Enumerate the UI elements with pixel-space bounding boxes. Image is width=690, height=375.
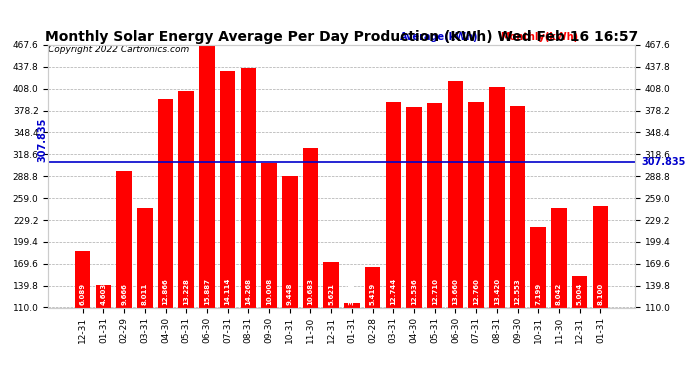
Text: 13.420: 13.420 <box>494 278 500 305</box>
Text: 7.199: 7.199 <box>535 283 541 305</box>
Bar <box>179 91 194 308</box>
Text: 6.089: 6.089 <box>80 283 86 305</box>
Text: 10.008: 10.008 <box>266 278 272 305</box>
Bar <box>220 71 235 308</box>
Text: 12.744: 12.744 <box>391 278 396 305</box>
Text: 8.100: 8.100 <box>598 283 603 305</box>
Bar <box>427 103 442 308</box>
Bar <box>282 176 297 308</box>
Text: 12.536: 12.536 <box>411 279 417 305</box>
Bar <box>137 208 152 308</box>
Text: 13.660: 13.660 <box>453 278 458 305</box>
Text: 12.553: 12.553 <box>515 279 520 305</box>
Bar <box>448 81 463 308</box>
Bar <box>75 252 90 308</box>
Text: 15.887: 15.887 <box>204 278 210 305</box>
Text: 14.114: 14.114 <box>225 278 230 305</box>
Text: 10.683: 10.683 <box>308 278 313 305</box>
Bar <box>489 87 504 308</box>
Text: 4.603: 4.603 <box>101 283 106 305</box>
Text: Copyright 2022 Cartronics.com: Copyright 2022 Cartronics.com <box>48 45 190 54</box>
Text: 13.228: 13.228 <box>184 278 189 305</box>
Text: Average(kWh): Average(kWh) <box>400 32 479 42</box>
Bar <box>241 68 256 308</box>
Bar <box>551 208 566 308</box>
Bar <box>344 303 359 307</box>
Text: 3.774: 3.774 <box>349 283 355 305</box>
Bar <box>262 164 277 308</box>
Bar <box>386 102 401 308</box>
Text: 8.011: 8.011 <box>142 283 148 305</box>
Text: 8.042: 8.042 <box>556 283 562 305</box>
Text: 5.419: 5.419 <box>370 283 375 305</box>
Text: 14.268: 14.268 <box>246 278 251 305</box>
Bar <box>469 102 484 308</box>
Bar <box>365 267 380 308</box>
Text: 5.004: 5.004 <box>577 283 582 305</box>
Bar <box>117 171 132 308</box>
Text: 307.835: 307.835 <box>642 157 686 167</box>
Text: 9.448: 9.448 <box>287 283 293 305</box>
Title: Monthly Solar Energy Average Per Day Production (KWh) Wed Feb 16 16:57: Monthly Solar Energy Average Per Day Pro… <box>45 30 638 44</box>
Text: Monthly(kWh): Monthly(kWh) <box>500 32 578 42</box>
Bar <box>572 276 587 308</box>
Bar <box>199 32 215 308</box>
Bar <box>510 106 525 307</box>
Bar <box>531 226 546 308</box>
Bar <box>593 206 608 308</box>
Text: 12.710: 12.710 <box>432 278 437 305</box>
Text: 307.835: 307.835 <box>37 118 47 162</box>
Bar <box>158 99 173 308</box>
Text: 12.866: 12.866 <box>163 279 168 305</box>
Bar <box>406 106 422 308</box>
Text: 12.760: 12.760 <box>473 278 479 305</box>
Bar <box>96 285 111 308</box>
Bar <box>324 262 339 308</box>
Text: 5.621: 5.621 <box>328 284 334 305</box>
Bar <box>303 148 318 308</box>
Text: 9.666: 9.666 <box>121 284 127 305</box>
